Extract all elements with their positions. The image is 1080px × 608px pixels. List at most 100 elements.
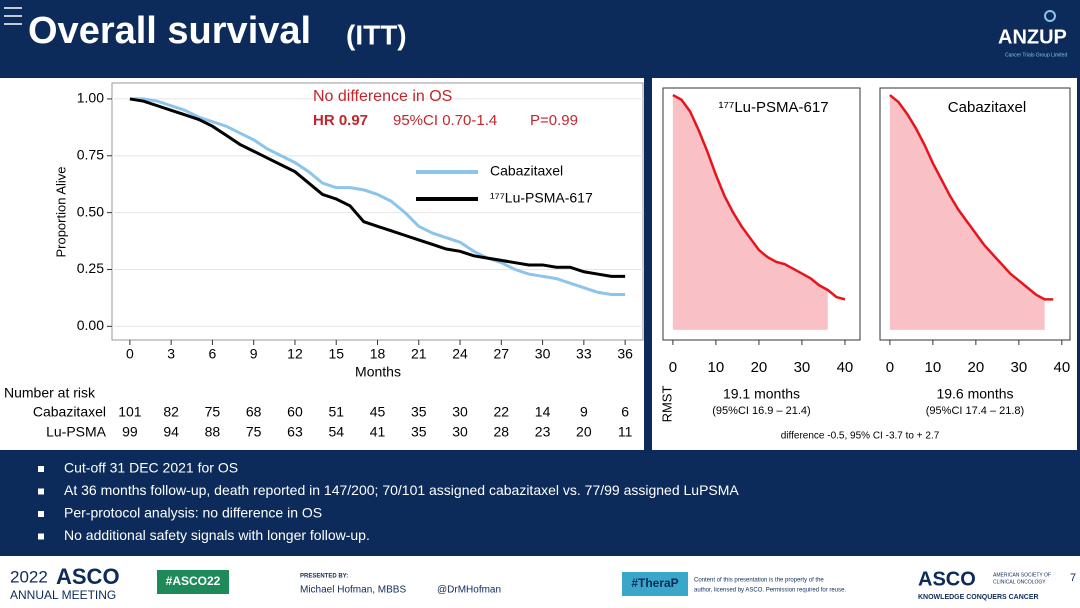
logo: ANZUP [998,26,1067,48]
x-tick-label: 0 [669,359,677,376]
annotation: 95%CI 0.70-1.4 [393,112,497,129]
rmst-area [672,95,828,330]
risk-count: 30 [452,404,468,420]
x-tick-label: 10 [708,359,725,376]
x-tick-label: 3 [167,346,175,362]
plot-frame [662,87,861,341]
x-tick-label: 30 [1011,359,1028,376]
survival-curve [672,93,846,301]
bullet-marker [38,533,44,540]
risk-table-title: Number at risk [4,385,96,401]
risk-count: 68 [246,404,262,420]
risk-count: 6 [621,404,629,420]
society: CLINICAL ONCOLOGY [993,579,1046,585]
x-tick-label: 0 [886,359,894,376]
disclaimer: author, licensed by ASCO. Permission req… [694,588,846,594]
rmst-ci: (95%CI 17.4 – 21.8) [926,405,1024,417]
page-number: 7 [1070,572,1076,584]
risk-count: 54 [328,424,344,440]
risk-count: 23 [535,424,551,440]
legend-label: Cabazitaxel [490,163,563,179]
hashtag-box [157,570,229,594]
risk-count: 30 [452,424,468,440]
bullet-text: At 36 months follow-up, death reported i… [64,482,739,498]
x-axis-label: Months [355,364,401,380]
subtitle: (ITT) [346,19,407,50]
bullet-text: Per-protocol analysis: no difference in … [64,505,322,521]
risk-count: 60 [287,404,303,420]
footer-meeting: ANNUAL MEETING [10,588,116,602]
risk-count: 45 [370,404,386,420]
rmst-value: 19.1 months [723,386,800,402]
risk-row-label: Cabazitaxel [33,404,106,420]
footer: 2022 ASCO ANNUAL MEETING #ASCO22 PRESENT… [10,564,1076,602]
x-tick-label: 0 [126,346,134,362]
handle: @DrMHofman [437,585,501,596]
x-tick-label: 15 [328,346,344,362]
footer-hashtag: #ASCO22 [166,574,221,588]
risk-count: 82 [163,404,179,420]
annotation: HR 0.97 [313,112,368,129]
x-tick-label: 21 [411,346,427,362]
risk-count: 88 [205,424,221,440]
risk-count: 35 [411,424,427,440]
survival-curve [129,97,626,297]
x-tick-label: 30 [794,359,811,376]
y-axis-label: Proportion Alive [53,166,68,257]
risk-count: 63 [287,424,303,440]
risk-row-label: Lu-PSMA [46,424,107,440]
x-tick-label: 18 [370,346,386,362]
x-tick-label: 9 [250,346,258,362]
trial-tag: #TheraP [631,576,678,590]
panel-title: ¹⁷⁷Lu-PSMA-617 [718,99,828,116]
legend-label: ¹⁷⁷Lu-PSMA-617 [490,190,593,206]
society: AMERICAN SOCIETY OF [993,572,1051,578]
rmst-area [889,95,1045,330]
x-tick-label: 40 [837,359,854,376]
risk-count: 99 [122,424,138,440]
x-tick-label: 33 [576,346,592,362]
title: Overall survival [28,10,311,52]
x-tick-label: 30 [535,346,551,362]
risk-count: 75 [205,404,221,420]
risk-count: 14 [535,404,551,420]
disclaimer: Content of this presentation is the prop… [694,578,824,584]
risk-count: 11 [618,424,633,440]
rmst-value: 19.6 months [936,386,1013,402]
logo-sub: Cancer Trials Group Limited [1005,52,1067,58]
rmst-ylabel: RMST [659,386,674,423]
x-tick-label: 36 [617,346,633,362]
panel-title: Cabazitaxel [948,99,1026,116]
bullet-marker [38,466,44,472]
bullet-marker [38,488,44,495]
rmst-note: difference -0.5, 95% CI -3.7 to + 2.7 [781,431,940,442]
survival-curve [129,97,626,278]
x-tick-label: 24 [452,346,468,362]
menu-icon [4,7,22,25]
plot-frame [879,87,1071,341]
bullet-text: Cut-off 31 DEC 2021 for OS [64,460,238,476]
x-tick-label: 27 [494,346,510,362]
risk-count: 41 [370,424,386,440]
header-bar [0,0,1080,78]
asco-logo: ASCO [918,568,976,590]
y-tick-label: 1.00 [77,90,104,106]
footer-asco: ASCO [56,564,120,589]
footer-year: 2022 [10,567,48,586]
y-tick-label: 0.25 [77,260,104,276]
risk-count: 28 [494,424,510,440]
x-tick-label: 20 [751,359,768,376]
annotation: No difference in OS [313,88,452,105]
risk-count: 20 [576,424,592,440]
risk-count: 9 [580,404,588,420]
rmst-ci: (95%CI 16.9 – 21.4) [712,405,810,417]
risk-count: 51 [328,404,344,420]
risk-count: 94 [163,424,179,440]
presenter: Michael Hofman, MBBS [300,585,406,596]
survival-curve [889,94,1054,301]
y-tick-label: 0.50 [77,203,104,219]
risk-count: 22 [494,404,510,420]
y-tick-label: 0.75 [77,146,104,162]
